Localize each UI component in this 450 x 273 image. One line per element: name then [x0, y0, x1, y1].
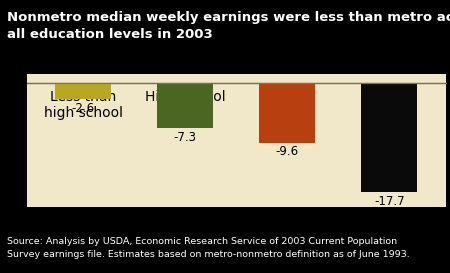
Bar — [361, 83, 418, 192]
Bar — [259, 83, 315, 143]
Text: -7.3: -7.3 — [174, 131, 197, 144]
Text: -17.7: -17.7 — [374, 195, 405, 208]
Text: Source: Analysis by USDA, Economic Research Service of 2003 Current Population
S: Source: Analysis by USDA, Economic Resea… — [7, 237, 410, 259]
Bar — [157, 83, 213, 128]
Text: Nonmetro median weekly earnings were less than metro across
all education levels: Nonmetro median weekly earnings were les… — [7, 11, 450, 41]
Text: -2.6: -2.6 — [72, 102, 94, 115]
Bar — [55, 83, 111, 99]
Text: Percent difference in median weekly earnings: Percent difference in median weekly earn… — [27, 56, 297, 69]
Text: -9.6: -9.6 — [276, 145, 299, 158]
